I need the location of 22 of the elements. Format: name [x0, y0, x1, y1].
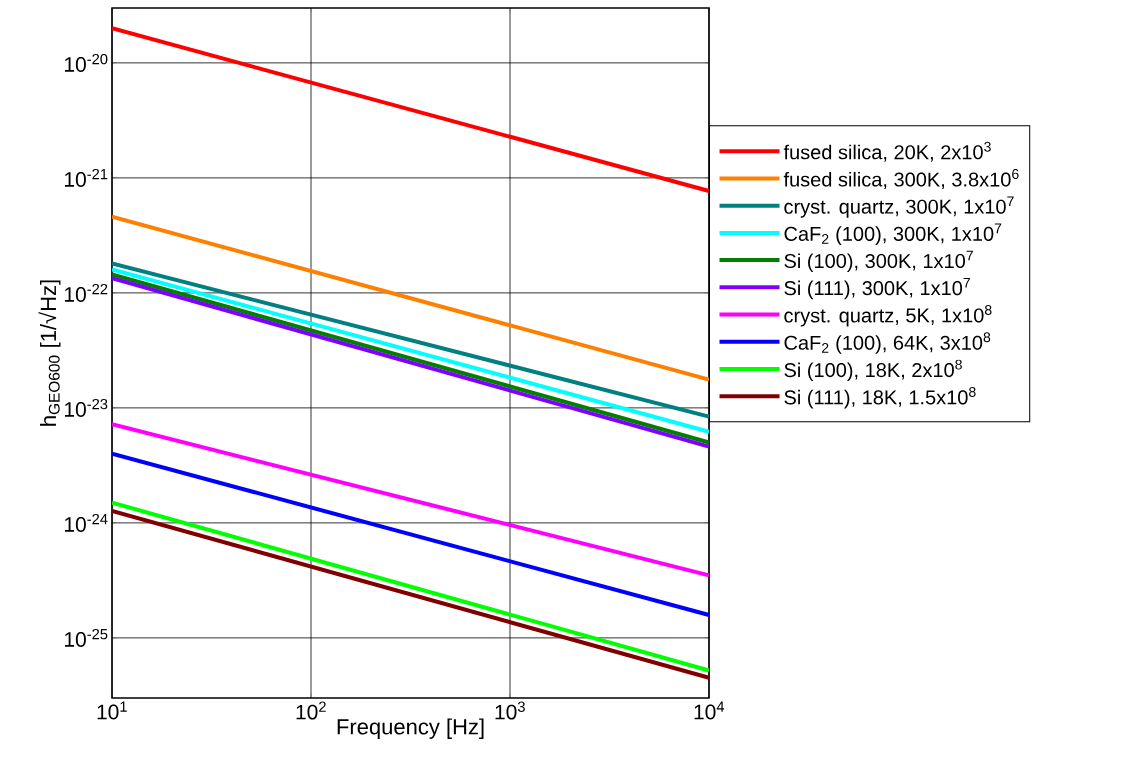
legend-label: Si (100), 300K, 1x10$^{7}$: [784, 250, 973, 273]
legend-label: Si (100), 18K, 2x10$^{8}$: [784, 359, 962, 382]
y-tick-label: 10$^{-22}$: [64, 283, 108, 302]
y-axis-title: h$_{GEO600}$ [1/√Hz]: [38, 280, 61, 426]
x-tick-label: 10$^{2}$: [296, 701, 326, 720]
legend-label: Si (111), 18K, 1.5x10$^{8}$: [784, 386, 976, 409]
x-tick-label: 10$^{1}$: [97, 701, 127, 720]
legend-label: fused silica, 20K, 2x10$^{3}$: [783, 141, 991, 162]
y-tick-label: 10$^{-20}$: [64, 53, 108, 72]
x-tick-label: 10$^{3}$: [495, 701, 525, 720]
legend-label: cryst. quartz, 300K, 1x10$^{7}$: [784, 196, 1014, 218]
y-tick-label: 10$^{-24}$: [64, 513, 108, 532]
y-tick-label: 10$^{-23}$: [64, 398, 108, 417]
legend-label: CaF$_{2}$ (100), 64K, 3x10$^{8}$: [784, 332, 991, 354]
x-tick-label: 10$^{4}$: [694, 701, 725, 720]
y-tick-label: 10$^{-25}$: [64, 628, 108, 647]
legend-label: CaF$_{2}$ (100), 300K, 1x10$^{7}$: [784, 223, 1002, 245]
legend-label: Si (111), 300K, 1x10$^{7}$: [784, 277, 970, 300]
legend-label: cryst. quartz, 5K, 1x10$^{8}$: [784, 305, 992, 327]
y-tick-label: 10$^{-21}$: [64, 168, 108, 187]
legend-label: fused silica, 300K, 3.8x10$^{6}$: [783, 169, 1019, 189]
x-axis-title: Frequency [Hz]: [337, 718, 484, 739]
